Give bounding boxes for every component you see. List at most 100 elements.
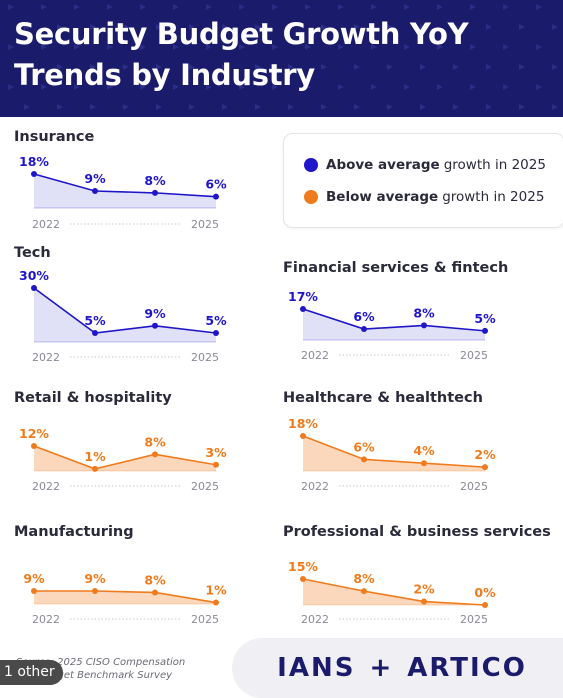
pattern-mark bbox=[519, 104, 525, 110]
area-fill bbox=[34, 288, 216, 342]
pattern-mark bbox=[123, 104, 129, 110]
data-point bbox=[421, 598, 427, 605]
legend-below-strong: Below average bbox=[326, 189, 439, 205]
pattern-mark bbox=[206, 44, 212, 50]
legend-dot-above bbox=[304, 158, 318, 172]
pattern-mark bbox=[420, 64, 426, 70]
pattern-mark bbox=[503, 84, 509, 90]
pattern-mark bbox=[90, 24, 96, 30]
pattern-mark bbox=[189, 64, 195, 70]
header-banner: Security Budget Growth YoY Trends by Ind… bbox=[0, 0, 563, 117]
data-label: 6% bbox=[205, 177, 227, 192]
title-line-1: Security Budget Growth YoY bbox=[14, 17, 469, 51]
legend-item-below: Below average growth in 2025 bbox=[304, 189, 544, 205]
pattern-mark bbox=[354, 64, 360, 70]
pattern-mark bbox=[41, 84, 47, 90]
data-point bbox=[152, 451, 158, 458]
data-label: 3% bbox=[205, 445, 227, 460]
legend-above-strong: Above average bbox=[326, 157, 440, 173]
pattern-mark bbox=[107, 44, 113, 50]
chart-title-professional: Professional & business services bbox=[283, 524, 551, 540]
chart-professional: 15% 8% 2% 0% 2022 2025 bbox=[288, 559, 496, 626]
pattern-mark bbox=[519, 24, 525, 30]
data-label: 18% bbox=[288, 416, 318, 431]
data-point bbox=[300, 576, 306, 582]
pattern-mark bbox=[74, 4, 80, 10]
pattern-mark bbox=[123, 64, 129, 70]
pattern-mark bbox=[437, 44, 443, 50]
source-note: Source: 2025 CISO Compensation and Budge… bbox=[16, 657, 186, 681]
pattern-mark bbox=[8, 44, 14, 50]
pattern-mark bbox=[453, 24, 459, 30]
header-pattern bbox=[8, 4, 558, 110]
pattern-mark bbox=[57, 104, 63, 110]
pattern-mark bbox=[486, 64, 492, 70]
pattern-mark bbox=[255, 64, 261, 70]
other-badge[interactable]: 1 other bbox=[0, 660, 63, 685]
pattern-mark bbox=[338, 84, 344, 90]
data-label: 2% bbox=[413, 582, 435, 597]
pattern-mark bbox=[536, 44, 542, 50]
pattern-mark bbox=[272, 4, 278, 10]
chart-retail: 12% 1% 8% 3% 2022 2025 bbox=[19, 426, 227, 493]
pattern-mark bbox=[453, 104, 459, 110]
pattern-mark bbox=[255, 104, 261, 110]
x-tick-label: 2022 bbox=[301, 613, 329, 626]
pattern-mark bbox=[305, 4, 311, 10]
pattern-mark bbox=[140, 84, 146, 90]
pattern-mark bbox=[288, 64, 294, 70]
pattern-mark bbox=[74, 84, 80, 90]
pattern-mark bbox=[420, 104, 426, 110]
pattern-mark bbox=[239, 44, 245, 50]
x-tick-label: 2022 bbox=[32, 218, 60, 231]
x-tick-label: 2022 bbox=[32, 480, 60, 493]
data-label: 9% bbox=[23, 571, 45, 586]
pattern-mark bbox=[41, 4, 47, 10]
data-point bbox=[31, 443, 37, 449]
pattern-mark bbox=[321, 64, 327, 70]
data-label: 17% bbox=[288, 289, 318, 304]
pattern-mark bbox=[107, 84, 113, 90]
data-label: 5% bbox=[84, 313, 106, 328]
pattern-mark bbox=[24, 64, 30, 70]
data-point bbox=[92, 588, 98, 594]
pattern-mark bbox=[288, 24, 294, 30]
x-tick-label: 2025 bbox=[191, 218, 219, 231]
pattern-mark bbox=[24, 24, 30, 30]
pattern-mark bbox=[387, 24, 393, 30]
pattern-mark bbox=[156, 24, 162, 30]
series-line bbox=[33, 445, 217, 470]
chart-title-tech: Tech bbox=[14, 245, 51, 261]
data-point bbox=[31, 588, 37, 594]
pattern-mark bbox=[107, 4, 113, 10]
data-point bbox=[482, 464, 488, 471]
pattern-mark bbox=[420, 24, 426, 30]
data-point bbox=[213, 599, 219, 606]
pattern-mark bbox=[90, 104, 96, 110]
chart-title-retail: Retail & hospitality bbox=[14, 390, 172, 406]
pattern-mark bbox=[354, 104, 360, 110]
pattern-mark bbox=[387, 104, 393, 110]
data-point bbox=[31, 285, 37, 291]
pattern-mark bbox=[90, 64, 96, 70]
pattern-mark bbox=[404, 44, 410, 50]
pattern-mark bbox=[470, 44, 476, 50]
data-point bbox=[31, 171, 37, 177]
data-point bbox=[213, 461, 219, 468]
pattern-mark bbox=[371, 4, 377, 10]
pattern-mark bbox=[57, 24, 63, 30]
data-point bbox=[213, 330, 219, 336]
x-tick-label: 2025 bbox=[460, 349, 488, 362]
chart-title-financial: Financial services & fintech bbox=[283, 260, 509, 276]
pattern-mark bbox=[156, 64, 162, 70]
data-label: 6% bbox=[353, 439, 375, 454]
data-point bbox=[482, 602, 488, 608]
legend: Above average growth in 2025 Below avera… bbox=[283, 133, 563, 228]
pattern-mark bbox=[552, 104, 558, 110]
pattern-mark bbox=[371, 84, 377, 90]
data-label: 8% bbox=[353, 571, 375, 586]
pattern-mark bbox=[222, 104, 228, 110]
chart-title-insurance: Insurance bbox=[14, 129, 95, 145]
pattern-mark bbox=[552, 24, 558, 30]
data-point bbox=[482, 327, 488, 334]
